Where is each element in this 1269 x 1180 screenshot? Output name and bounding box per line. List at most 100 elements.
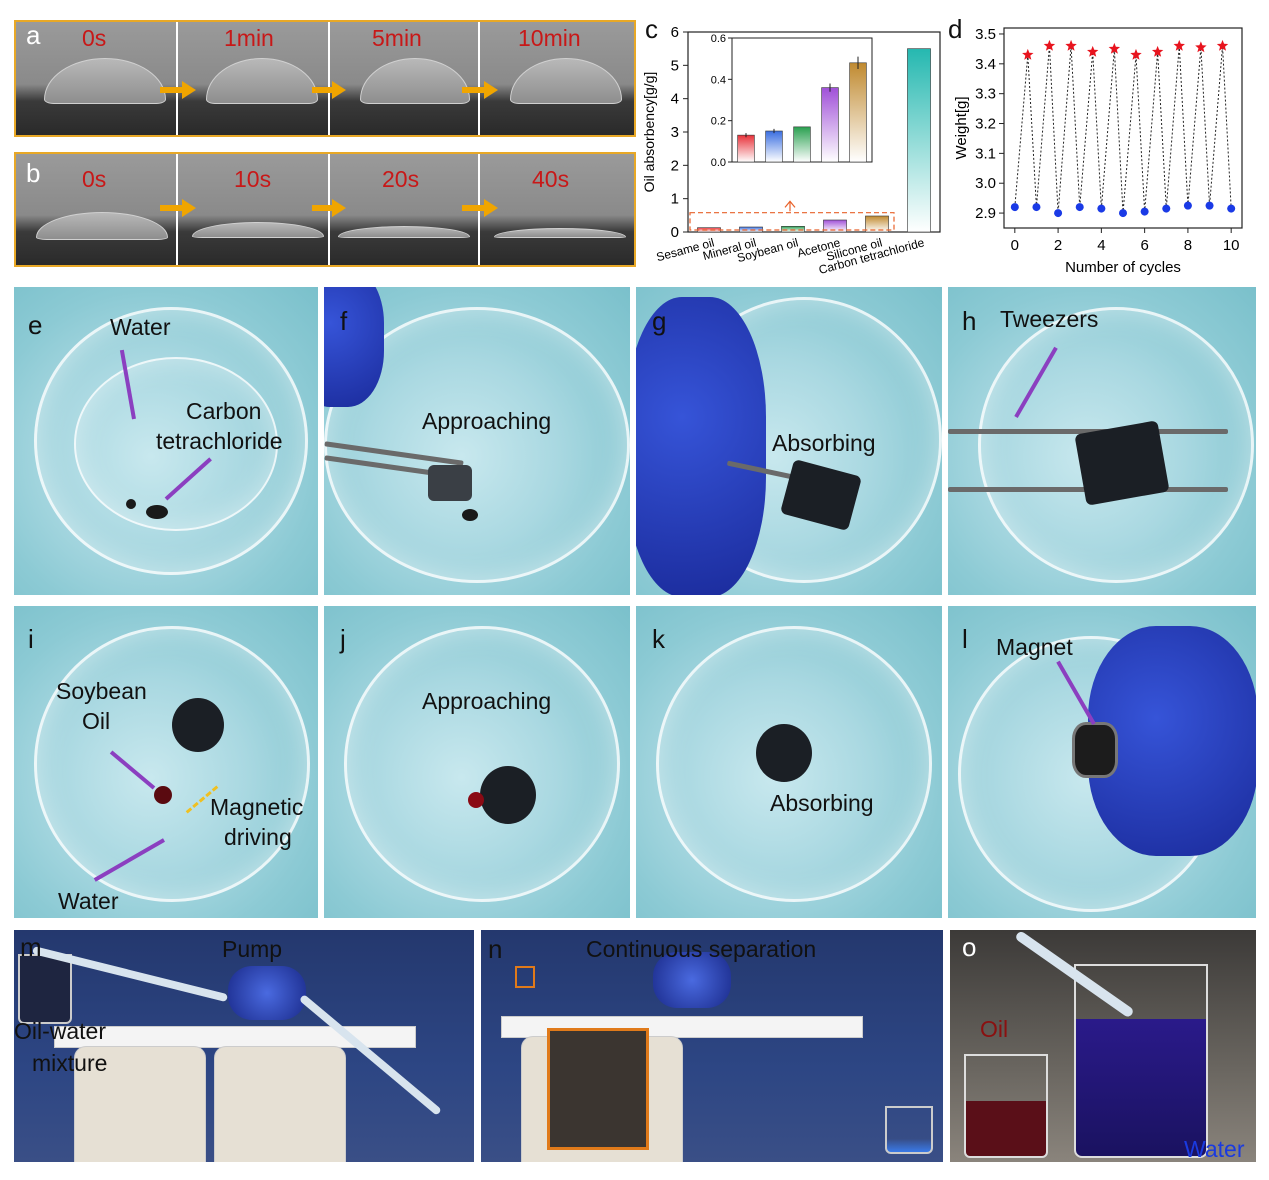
data-point-circle xyxy=(1097,204,1106,213)
panel-letter-k: k xyxy=(652,624,665,654)
orange-arrow xyxy=(160,205,182,211)
label-oil: Oil xyxy=(980,1016,1009,1042)
bar xyxy=(697,227,721,233)
data-point-circle xyxy=(1054,209,1063,218)
data-point-circle xyxy=(1183,201,1192,210)
y-tick-label: 0 xyxy=(671,224,679,241)
time-label: 5min xyxy=(372,25,422,51)
plot-frame xyxy=(1003,27,1243,229)
orange-arrow-head xyxy=(484,199,498,217)
x-tick-label: 0 xyxy=(1011,237,1019,254)
y-tick-label: 3 xyxy=(671,124,679,141)
inset-y-tick-label: 0.2 xyxy=(711,116,726,128)
beaker xyxy=(34,307,308,575)
y-tick-label: 2.9 xyxy=(975,205,996,222)
y-tick-label: 2 xyxy=(671,157,679,174)
inset-y-tick-label: 0.6 xyxy=(711,33,726,45)
label-absorbing: Absorbing xyxy=(770,790,874,816)
x-tick-label: 6 xyxy=(1140,237,1148,254)
x-tick-label: 10 xyxy=(1223,237,1240,254)
label-soybean-line1: Soybean xyxy=(56,678,147,704)
y-tick-label: 3.3 xyxy=(975,86,996,103)
soybean-oil-droplet xyxy=(468,792,484,808)
inset-y-tick-label: 0.4 xyxy=(711,74,726,86)
scatter-chart-weight-cycles: 2.9 3.0 3.1 3.2 3.3 3.4 3.5 0 2 4 6 8 10 Number of cy… xyxy=(953,26,1243,276)
bar xyxy=(823,219,847,233)
photo-panel-j xyxy=(324,606,630,918)
data-point-star xyxy=(1108,42,1121,54)
y-tick-label: 4 xyxy=(671,91,679,108)
y-axis-label: Weight[g] xyxy=(953,96,970,159)
orange-arrow-head xyxy=(332,81,346,99)
y-tick-label: 3.0 xyxy=(975,175,996,192)
panel-letter-i: i xyxy=(28,624,34,654)
beaker xyxy=(656,626,932,902)
pump xyxy=(653,952,731,1008)
time-label: 20s xyxy=(382,166,420,192)
label-magnetic-line2: driving xyxy=(224,824,292,850)
label-absorbing: Absorbing xyxy=(772,430,876,456)
soybean-oil-droplet xyxy=(154,786,172,804)
inset-photo xyxy=(547,1028,649,1150)
inset-bar xyxy=(765,130,783,163)
data-point-circle xyxy=(1119,209,1127,218)
frame-b-1 xyxy=(16,154,178,265)
inset-bar xyxy=(849,62,867,163)
water-outlet-beaker xyxy=(885,1106,933,1154)
inset-bar xyxy=(793,126,811,163)
photo-panel-g xyxy=(636,287,942,595)
glove xyxy=(636,297,766,595)
data-point-star xyxy=(1173,39,1185,51)
data-point-star xyxy=(1216,39,1229,51)
glove xyxy=(324,287,384,407)
photo-panel-e xyxy=(14,287,318,595)
bench-leg xyxy=(74,1046,206,1162)
panel-letter-j: j xyxy=(340,624,346,654)
data-point-circle xyxy=(1032,203,1041,212)
panel-letter-a: a xyxy=(26,20,41,50)
panel-letter-b: b xyxy=(26,158,41,188)
inset-bar xyxy=(821,87,839,163)
label-approaching: Approaching xyxy=(422,688,552,714)
time-label: 0s xyxy=(82,25,107,51)
data-point-star xyxy=(1043,39,1056,51)
y-tick-label: 3.2 xyxy=(975,116,996,133)
time-label: 10min xyxy=(518,25,581,51)
panel-letter-e: e xyxy=(28,310,43,340)
frame-b-2 xyxy=(178,154,330,265)
data-point-circle xyxy=(1010,203,1019,212)
label-water: Water xyxy=(110,314,171,340)
bench-leg xyxy=(214,1046,346,1162)
panel-letter-g: g xyxy=(652,306,667,336)
beaker xyxy=(344,626,620,902)
data-point-circle xyxy=(1162,204,1171,213)
inset-arrow-head xyxy=(784,200,796,208)
sponge xyxy=(428,465,472,501)
panel-letter-h: h xyxy=(962,306,977,336)
data-point-circle xyxy=(1205,201,1214,210)
time-label: 10s xyxy=(234,166,272,192)
label-approaching: Approaching xyxy=(422,408,552,434)
time-label: 1min xyxy=(224,25,274,51)
pump xyxy=(228,966,306,1020)
inset-marker xyxy=(515,966,535,988)
y-axis-label: Oil absorbency[g/g] xyxy=(641,72,657,193)
panel-b-strip xyxy=(14,152,636,267)
orange-arrow xyxy=(462,87,484,93)
data-point-star xyxy=(1087,45,1099,57)
beaker xyxy=(978,307,1254,583)
label-ccl4-line1: Carbon xyxy=(186,398,262,424)
frame-b-3 xyxy=(330,154,480,265)
beaker-inner xyxy=(74,357,278,531)
y-tick-label: 3.4 xyxy=(975,56,996,73)
label-tweezers: Tweezers xyxy=(1000,306,1099,332)
ccl4-droplet xyxy=(462,509,478,521)
panel-letter-l: l xyxy=(962,624,968,654)
data-point-circle xyxy=(1227,204,1236,213)
panel-letter-d: d xyxy=(948,14,963,44)
inset-bar xyxy=(737,134,755,163)
orange-arrow-head xyxy=(182,81,196,99)
highlight-box xyxy=(689,212,895,231)
photo-panel-o xyxy=(950,930,1256,1162)
